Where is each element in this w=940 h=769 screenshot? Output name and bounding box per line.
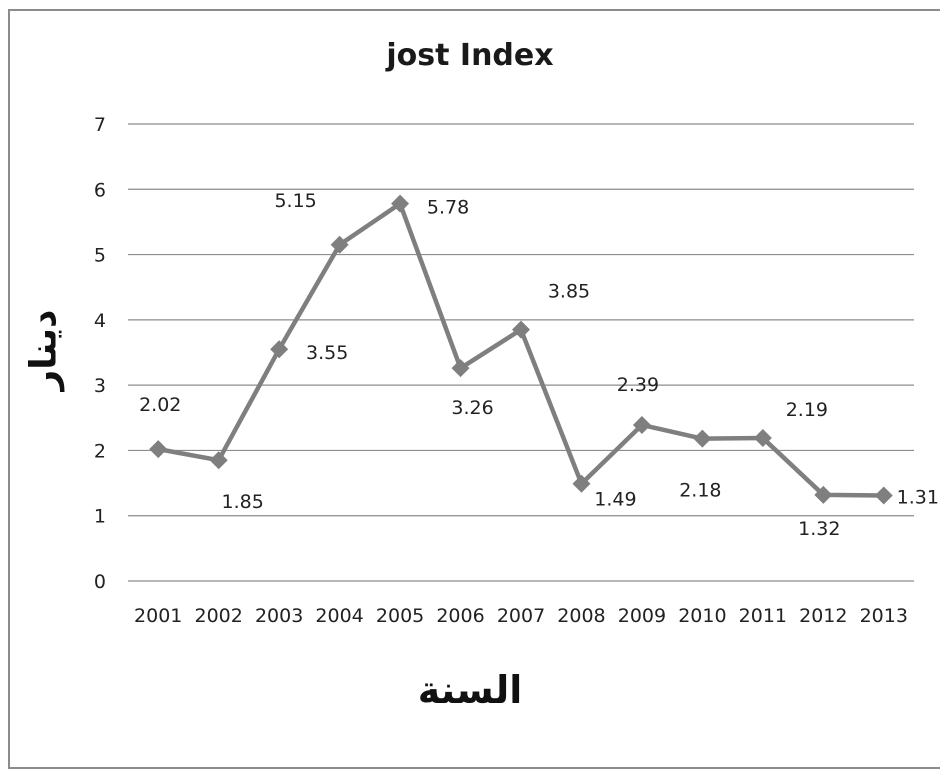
data-point-marker <box>572 474 591 493</box>
data-point-marker <box>270 340 289 359</box>
x-tick-label: 2006 <box>436 605 484 627</box>
data-label: 3.55 <box>306 342 348 364</box>
data-point-marker <box>149 440 168 459</box>
series-line <box>157 201 884 498</box>
x-tick-label: 2002 <box>195 605 243 627</box>
x-tick-label: 2012 <box>799 605 847 627</box>
data-point-marker <box>753 429 772 448</box>
y-tick-label: 7 <box>94 114 106 136</box>
data-point-marker <box>391 194 410 213</box>
data-point-marker <box>451 359 470 378</box>
data-point-marker <box>693 429 712 448</box>
data-label: 2.19 <box>786 399 828 421</box>
data-point-marker <box>512 320 530 339</box>
y-tick-label: 3 <box>94 375 106 397</box>
x-tick-label: 2011 <box>739 605 787 627</box>
data-point-marker <box>814 485 833 504</box>
y-tick-label: 2 <box>94 440 106 462</box>
data-label: 5.78 <box>427 197 469 219</box>
x-tick-label: 2013 <box>860 605 908 627</box>
x-tick-label: 2005 <box>376 605 424 627</box>
y-tick-label: 5 <box>94 245 106 267</box>
chart-title: jost Index <box>386 38 554 73</box>
data-label: 3.26 <box>451 397 493 419</box>
data-label: 1.31 <box>897 486 939 508</box>
y-tick-label: 4 <box>94 310 106 332</box>
y-tick-label: 6 <box>94 179 106 201</box>
x-tick-label: 2010 <box>678 605 726 627</box>
data-label: 1.85 <box>222 491 264 513</box>
x-tick-label: 2004 <box>315 605 363 627</box>
data-point-marker <box>874 486 893 505</box>
data-label: 5.15 <box>274 190 316 212</box>
data-point-marker <box>209 451 228 470</box>
x-tick-label: 2008 <box>557 605 605 627</box>
y-tick-label: 0 <box>94 571 106 593</box>
data-label: 2.02 <box>139 394 181 416</box>
y-tick-label: 1 <box>94 506 106 528</box>
x-tick-label: 2007 <box>497 605 545 627</box>
x-axis-label: السنة <box>417 668 523 712</box>
data-label: 2.18 <box>679 480 721 502</box>
x-tick-label: 2009 <box>618 605 666 627</box>
x-tick-label: 2001 <box>134 605 182 627</box>
data-label: 3.85 <box>548 281 590 303</box>
data-label: 2.39 <box>617 374 659 396</box>
data-label: 1.32 <box>798 518 840 540</box>
data-point-marker <box>330 235 349 254</box>
x-tick-label: 2003 <box>255 605 303 627</box>
data-point-marker <box>632 415 651 434</box>
data-label: 1.49 <box>594 489 636 511</box>
